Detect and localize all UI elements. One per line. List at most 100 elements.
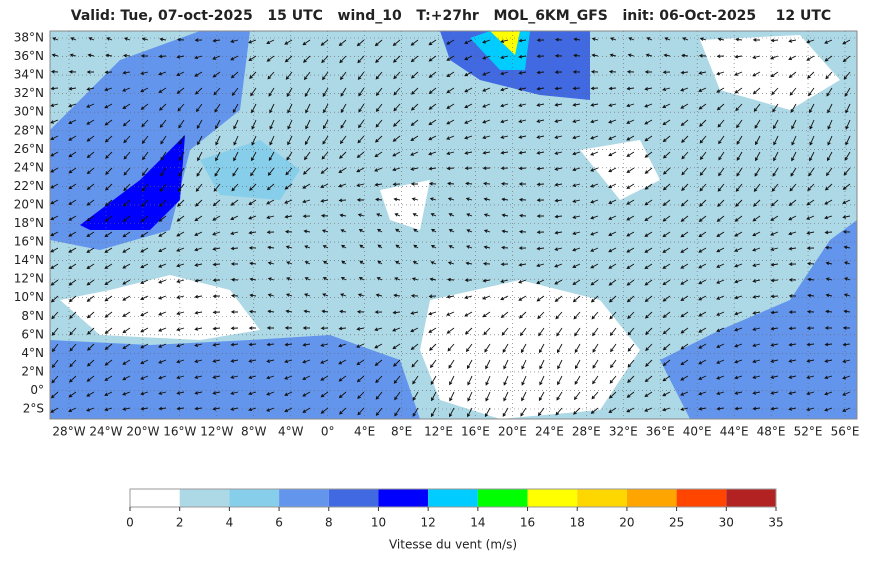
wind-arrow	[466, 213, 473, 217]
wind-arrow	[536, 54, 545, 59]
wind-arrow	[842, 391, 851, 396]
wind-arrow	[86, 151, 95, 159]
wind-arrow	[644, 247, 653, 253]
lat-label: 36°N	[14, 49, 44, 63]
wind-arrow	[626, 391, 635, 398]
wind-arrow	[302, 39, 311, 46]
wind-arrow	[806, 39, 815, 44]
wind-arrow	[412, 261, 419, 265]
lon-label: 16°W	[163, 425, 196, 439]
wind-arrow	[304, 151, 311, 161]
wind-arrow	[753, 183, 761, 192]
wind-arrow	[197, 151, 203, 162]
colorbar-segment	[229, 489, 280, 507]
wind-arrow	[680, 103, 689, 109]
wind-arrow	[86, 263, 95, 270]
wind-arrow	[572, 167, 581, 172]
wind-arrow	[338, 326, 347, 331]
wind-arrow	[230, 293, 239, 298]
wind-arrow	[734, 406, 743, 411]
wind-arrow	[446, 166, 455, 171]
wind-arrow	[626, 167, 635, 173]
wind-arrow	[483, 197, 491, 202]
wind-arrow	[718, 167, 725, 177]
wind-arrow	[699, 183, 707, 192]
wind-arrow	[86, 295, 95, 302]
wind-arrow	[682, 37, 689, 41]
wind-arrow	[141, 199, 149, 207]
wind-arrow	[825, 309, 833, 314]
wind-arrow	[86, 199, 95, 206]
wind-arrow	[286, 261, 293, 265]
wind-arrow	[266, 199, 275, 205]
wind-arrow	[122, 70, 131, 75]
wind-arrow	[266, 407, 275, 412]
wind-arrow	[788, 359, 797, 363]
wind-arrow	[248, 246, 257, 250]
wind-arrow	[500, 119, 509, 124]
wind-arrow	[447, 343, 455, 352]
colorbar-tick-label: 14	[470, 516, 485, 530]
wind-arrow	[536, 214, 545, 218]
wind-arrow	[680, 295, 689, 301]
wind-arrow	[842, 55, 851, 63]
wind-arrow	[806, 309, 815, 314]
wind-arrow	[358, 87, 365, 97]
wind-arrow	[752, 375, 761, 379]
wind-arrow	[321, 151, 329, 160]
wind-arrow	[320, 375, 329, 381]
wind-arrow	[788, 294, 797, 298]
wind-arrow	[140, 343, 149, 349]
wind-arrow	[159, 183, 167, 192]
wind-arrow	[662, 231, 671, 238]
wind-arrow	[842, 39, 851, 45]
wind-arrow	[521, 375, 527, 386]
wind-arrow	[249, 71, 257, 79]
wind-arrow	[554, 86, 563, 91]
wind-arrow	[86, 103, 95, 108]
wind-arrow	[734, 71, 743, 76]
wind-arrow	[140, 87, 149, 93]
wind-arrow	[176, 311, 185, 316]
colorbar-segment	[527, 489, 578, 507]
wind-arrow	[124, 37, 131, 41]
wind-arrow	[248, 359, 257, 363]
wind-arrow	[788, 199, 797, 206]
wind-arrow	[320, 167, 329, 174]
wind-arrow	[698, 343, 707, 349]
wind-arrow	[608, 231, 617, 236]
colorbar-segment	[179, 489, 230, 507]
wind-arrow	[122, 87, 131, 92]
wind-arrow	[788, 39, 797, 43]
wind-arrow	[395, 260, 401, 265]
wind-arrow	[788, 215, 797, 221]
wind-arrow	[718, 151, 725, 161]
wind-arrow	[518, 87, 527, 91]
wind-arrow	[87, 53, 95, 58]
wind-arrow	[413, 228, 419, 233]
colorbar-tick-label: 10	[371, 516, 386, 530]
wind-arrow	[482, 135, 491, 140]
wind-arrow	[842, 199, 851, 204]
wind-arrow	[464, 278, 473, 282]
wind-arrow	[356, 183, 365, 187]
wind-arrow	[430, 261, 437, 265]
wind-arrow	[50, 279, 59, 286]
wind-arrow	[824, 39, 833, 44]
wind-arrow	[158, 406, 167, 411]
lon-label: 8°W	[241, 425, 267, 439]
wind-arrow	[429, 343, 437, 351]
wind-arrow	[752, 311, 761, 315]
wind-arrow	[809, 151, 815, 162]
wind-arrow	[284, 229, 293, 234]
wind-arrow	[322, 277, 329, 281]
wind-arrow	[521, 359, 527, 370]
wind-arrow	[430, 375, 437, 385]
wind-arrow	[269, 119, 275, 130]
lon-labels: 28°W 24°W 20°W 16°W 12°W 8°W 4°W 0° 4°E 8°E 12°E 16…	[52, 425, 859, 439]
wind-arrow	[214, 167, 221, 177]
wind-arrow	[824, 183, 833, 191]
wind-arrow	[305, 119, 311, 130]
wind-arrow	[518, 279, 527, 284]
wind-arrow	[790, 103, 797, 113]
